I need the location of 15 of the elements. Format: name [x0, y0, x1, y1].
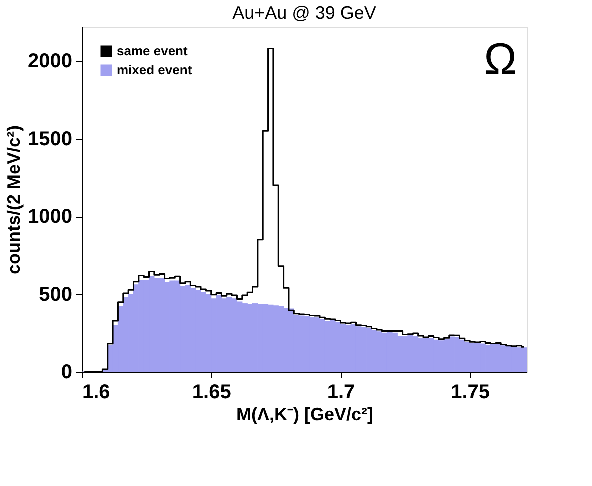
x-tick-label: 1.6 — [82, 382, 110, 404]
y-tick-label: 500 — [39, 284, 72, 306]
x-tick-label: 1.65 — [192, 382, 232, 404]
y-tick-label: 2000 — [28, 50, 72, 73]
y-tick-label: 1500 — [28, 128, 72, 150]
x-axis-title: M(Λ,K⁻) [GeV/c²] — [236, 404, 374, 424]
legend-label: same event — [117, 44, 188, 58]
annotation: Ω — [484, 35, 517, 84]
legend-label: mixed event — [117, 62, 193, 78]
y-tick-label: 0 — [61, 362, 72, 384]
y-axis-title: counts/(2 MeV/c²) — [4, 125, 24, 275]
x-tick-label: 1.7 — [327, 382, 356, 404]
y-tick-label: 1000 — [28, 206, 72, 228]
x-tick-label: 1.75 — [451, 382, 490, 404]
chart-title: Au+Au @ 39 GeV — [232, 3, 376, 23]
